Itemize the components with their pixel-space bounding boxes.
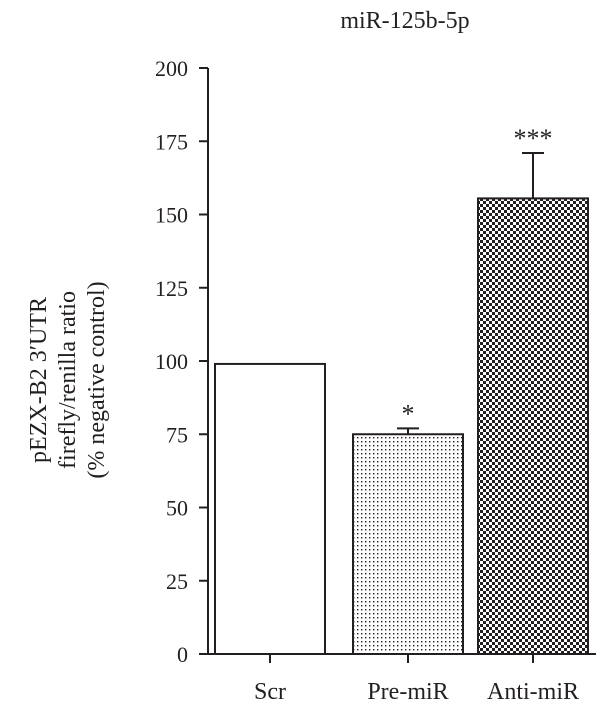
y-tick-label: 200 — [155, 56, 188, 81]
y-tick-label: 25 — [166, 569, 188, 594]
y-axis-label-line-2: firefly/renilla ratio — [55, 291, 81, 469]
bar-anti-mir — [477, 197, 589, 655]
y-axis-label-line-1: pEZX-B2 3′UTR — [26, 297, 52, 463]
y-tick-label: 50 — [166, 496, 188, 521]
x-tick-label: Pre-miR — [367, 679, 448, 705]
y-tick-label: 125 — [155, 276, 188, 301]
bar-pre-mir — [352, 433, 464, 655]
plot-area: 0 25 50 75 100 125 150 175 200 Scr Pre-miR * Anti-mi… — [155, 56, 596, 705]
y-axis-label-line-3: (% negative control) — [84, 281, 110, 478]
y-axis-label: pEZX-B2 3′UTR firefly/renilla ratio (% n… — [26, 281, 110, 478]
significance-marker: * — [402, 399, 415, 428]
y-tick-label: 175 — [155, 129, 188, 154]
y-tick-label: 100 — [155, 349, 188, 374]
significance-marker: *** — [514, 124, 553, 153]
x-tick-label: Scr — [254, 679, 286, 705]
y-tick-label: 75 — [166, 422, 188, 447]
chart-title: miR-125b-5p — [340, 8, 469, 34]
x-tick-label: Anti-miR — [487, 679, 579, 705]
bar-scr — [214, 362, 326, 655]
y-tick-label: 0 — [177, 642, 188, 667]
y-tick-label: 150 — [155, 203, 188, 228]
